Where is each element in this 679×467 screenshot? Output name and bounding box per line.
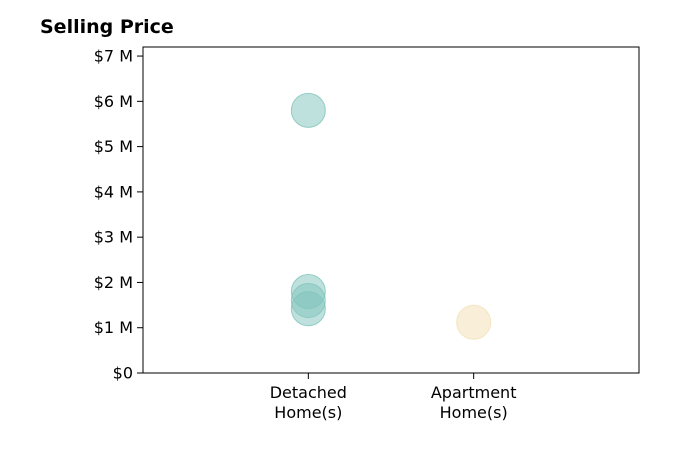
y-tick-label: $7 M <box>94 47 133 66</box>
data-point <box>290 92 326 128</box>
y-axis: $0 $1 M $2 M $3 M $4 M $5 M $6 M $7 M <box>94 47 143 383</box>
y-tick-label: $3 M <box>94 228 133 247</box>
y-tick-label: $1 M <box>94 318 133 337</box>
data-points <box>290 92 492 340</box>
data-point <box>290 291 326 327</box>
plot-frame <box>142 46 640 374</box>
x-axis: Detached Home(s) Apartment Home(s) <box>270 373 517 422</box>
y-tick-label: $5 M <box>94 137 133 156</box>
y-tick-label: $0 <box>113 364 133 383</box>
x-tick-label: Detached Home(s) <box>270 383 347 422</box>
chart-title: Selling Price <box>40 16 174 38</box>
y-tick-label: $6 M <box>94 92 133 111</box>
data-point <box>456 304 492 340</box>
y-tick-label: $2 M <box>94 273 133 292</box>
y-tick-label: $4 M <box>94 182 133 201</box>
x-tick-label: Apartment Home(s) <box>431 383 517 422</box>
